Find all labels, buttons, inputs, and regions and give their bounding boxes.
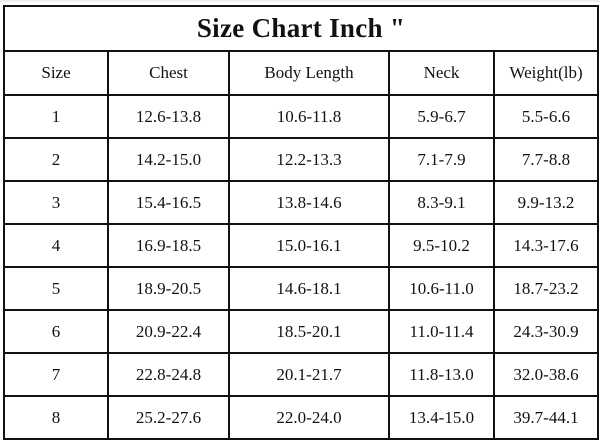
table-row: 8 25.2-27.6 22.0-24.0 13.4-15.0 39.7-44.1 bbox=[3, 395, 600, 440]
table-cell: 39.7-44.1 bbox=[492, 395, 600, 440]
table-cell: 11.0-11.4 bbox=[388, 309, 495, 354]
table-cell: 11.8-13.0 bbox=[388, 352, 495, 397]
table-cell: 14.6-18.1 bbox=[228, 266, 390, 311]
table-cell: 2 bbox=[3, 137, 109, 182]
table-cell: 7 bbox=[3, 352, 109, 397]
top-divider bbox=[0, 0, 600, 2]
table-cell: 18.9-20.5 bbox=[107, 266, 230, 311]
column-header: Neck bbox=[388, 50, 495, 96]
table-cell: 13.4-15.0 bbox=[388, 395, 495, 440]
table-cell: 10.6-11.8 bbox=[228, 94, 390, 139]
table-row: 1 12.6-13.8 10.6-11.8 5.9-6.7 5.5-6.6 bbox=[3, 94, 600, 139]
size-chart: Size Chart Inch " Size Chest Body Length Ne… bbox=[2, 5, 600, 440]
table-cell: 10.6-11.0 bbox=[388, 266, 495, 311]
table-cell: 25.2-27.6 bbox=[107, 395, 230, 440]
table-cell: 18.7-23.2 bbox=[492, 266, 600, 311]
table-row: 3 15.4-16.5 13.8-14.6 8.3-9.1 9.9-13.2 bbox=[3, 180, 600, 225]
size-chart-table: Size Chart Inch " Size Chest Body Length Ne… bbox=[2, 5, 600, 440]
table-body: 1 12.6-13.8 10.6-11.8 5.9-6.7 5.5-6.6 2 14.2-1… bbox=[3, 94, 600, 440]
table-cell: 8 bbox=[3, 395, 109, 440]
table-cell: 20.1-21.7 bbox=[228, 352, 390, 397]
table-row: 6 20.9-22.4 18.5-20.1 11.0-11.4 24.3-30.9 bbox=[3, 309, 600, 354]
table-row: 5 18.9-20.5 14.6-18.1 10.6-11.0 18.7-23.2 bbox=[3, 266, 600, 311]
table-cell: 3 bbox=[3, 180, 109, 225]
table-cell: 16.9-18.5 bbox=[107, 223, 230, 268]
header-row: Size Chest Body Length Neck Weight(lb) bbox=[3, 50, 600, 96]
table-row: 7 22.8-24.8 20.1-21.7 11.8-13.0 32.0-38.6 bbox=[3, 352, 600, 397]
table-cell: 14.3-17.6 bbox=[492, 223, 600, 268]
table-cell: 1 bbox=[3, 94, 109, 139]
table-cell: 8.3-9.1 bbox=[388, 180, 495, 225]
table-title: Size Chart Inch " bbox=[2, 5, 600, 52]
table-cell: 18.5-20.1 bbox=[228, 309, 390, 354]
table-cell: 12.2-13.3 bbox=[228, 137, 390, 182]
table-cell: 7.7-8.8 bbox=[492, 137, 600, 182]
table-cell: 9.5-10.2 bbox=[388, 223, 495, 268]
table-cell: 14.2-15.0 bbox=[107, 137, 230, 182]
table-cell: 22.0-24.0 bbox=[228, 395, 390, 440]
table-cell: 9.9-13.2 bbox=[492, 180, 600, 225]
table-cell: 5.5-6.6 bbox=[492, 94, 600, 139]
table-cell: 12.6-13.8 bbox=[107, 94, 230, 139]
column-header: Size bbox=[3, 50, 109, 96]
column-header: Chest bbox=[107, 50, 230, 96]
column-header: Weight(lb) bbox=[492, 50, 600, 96]
table-cell: 15.0-16.1 bbox=[228, 223, 390, 268]
table-cell: 7.1-7.9 bbox=[388, 137, 495, 182]
table-cell: 6 bbox=[3, 309, 109, 354]
table-cell: 5 bbox=[3, 266, 109, 311]
table-row: 4 16.9-18.5 15.0-16.1 9.5-10.2 14.3-17.6 bbox=[3, 223, 600, 268]
table-cell: 24.3-30.9 bbox=[492, 309, 600, 354]
table-cell: 20.9-22.4 bbox=[107, 309, 230, 354]
table-cell: 15.4-16.5 bbox=[107, 180, 230, 225]
table-cell: 32.0-38.6 bbox=[492, 352, 600, 397]
column-header: Body Length bbox=[228, 50, 390, 96]
table-cell: 13.8-14.6 bbox=[228, 180, 390, 225]
table-cell: 4 bbox=[3, 223, 109, 268]
table-cell: 5.9-6.7 bbox=[388, 94, 495, 139]
table-row: 2 14.2-15.0 12.2-13.3 7.1-7.9 7.7-8.8 bbox=[3, 137, 600, 182]
table-cell: 22.8-24.8 bbox=[107, 352, 230, 397]
